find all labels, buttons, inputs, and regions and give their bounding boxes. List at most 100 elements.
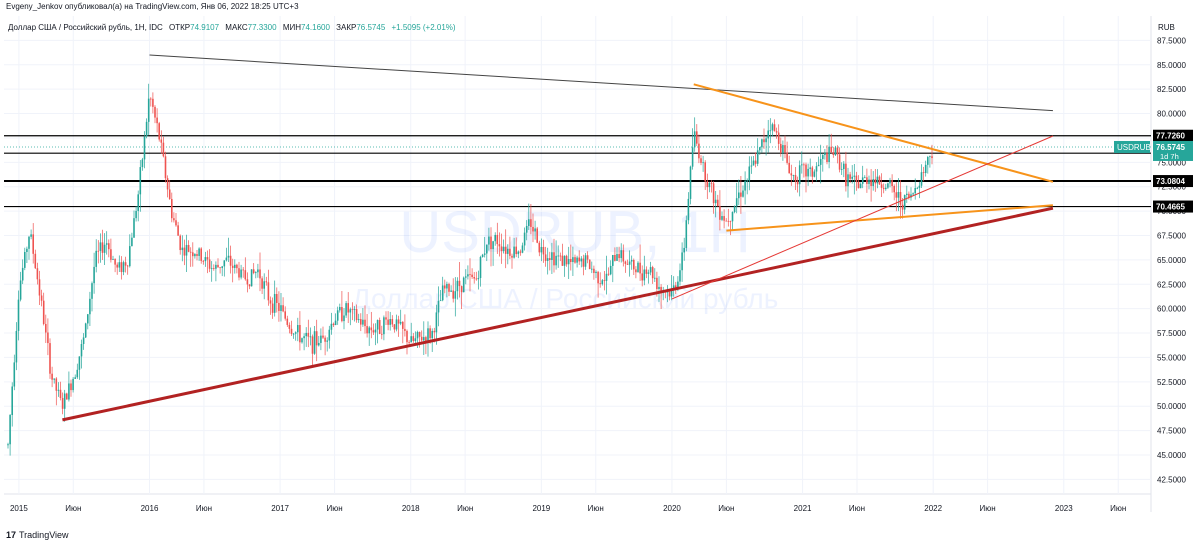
candle-body (880, 184, 883, 188)
candle-body (866, 177, 868, 185)
candle-body (786, 152, 788, 163)
candle-body (116, 264, 118, 268)
x-tick-label: 2019 (532, 504, 550, 513)
publisher-line: Evgeny_Jenkov опубликовал(а) на TradingV… (6, 2, 299, 11)
candle-body (187, 244, 190, 252)
candle-body (110, 249, 112, 260)
candle-body (145, 121, 148, 137)
candle-body (679, 270, 681, 282)
candle-body (853, 175, 856, 177)
candle-body (431, 330, 433, 339)
candle-body (876, 176, 879, 184)
candle-body (120, 262, 123, 273)
candle-body (918, 185, 921, 188)
candle-body (66, 393, 68, 400)
candle-body (204, 257, 207, 262)
candle-body (847, 174, 849, 187)
candle-body (746, 180, 748, 182)
candle-body (788, 162, 790, 174)
candle-body (622, 250, 625, 262)
candle-body (414, 338, 417, 342)
candle-body (481, 254, 484, 257)
tradingview-logo[interactable]: 17 TradingView (6, 530, 69, 540)
candle-body (677, 281, 679, 288)
y-tick-label: 50.0000 (1157, 402, 1186, 411)
ohlc-line: Доллар США / Российский рубль, 1H, IDC О… (8, 23, 456, 32)
candle-body (280, 305, 282, 311)
candle-body (649, 267, 652, 273)
candle-body (549, 258, 551, 261)
candle-body (238, 268, 240, 278)
y-tick-label: 85.0000 (1157, 61, 1186, 70)
y-tick-label: 65.0000 (1157, 256, 1186, 265)
candle-body (502, 246, 505, 252)
x-tick-label: Июн (980, 504, 996, 513)
candle-body (756, 150, 759, 164)
candle-body (612, 254, 614, 266)
candle-body (112, 258, 114, 260)
candle-body (99, 242, 102, 251)
candle-body (628, 261, 631, 265)
candle-body (19, 280, 22, 300)
watermark-symbol: USDRUB, 1H (399, 200, 750, 265)
candle-body (830, 146, 832, 153)
candle-body (843, 163, 845, 170)
candle-body (234, 264, 236, 268)
candle-body (754, 160, 757, 164)
x-tick-label: 2023 (1055, 504, 1073, 513)
candle-body (887, 183, 889, 188)
candle-body (34, 253, 37, 269)
tradingview-icon: 17 (6, 530, 17, 540)
x-tick-label: Июн (588, 504, 604, 513)
candle-body (546, 258, 549, 261)
candle-body (595, 271, 597, 273)
candle-body (318, 342, 320, 346)
candle-body (267, 282, 270, 301)
candle-body (271, 303, 274, 313)
candle-body (49, 343, 51, 374)
candle-body (885, 187, 887, 190)
candle-body (175, 220, 177, 226)
candle-body (397, 319, 400, 324)
candle-body (343, 315, 345, 322)
candle-body (826, 153, 828, 163)
price-axis[interactable]: 87.500085.000082.500080.000077.500075.00… (1157, 36, 1186, 484)
candle-body (383, 317, 385, 335)
time-axis[interactable]: 2015 Июн 2016 Июн 2017 Июн 2018 Июн 2019 Июн 2020 И… (10, 504, 1126, 513)
candle-body (486, 244, 488, 254)
candle-body (700, 158, 702, 163)
candle-body (129, 246, 131, 267)
trendline-upper-resistance (149, 54, 1053, 112)
candle-body (815, 166, 818, 172)
candle-body (561, 255, 564, 266)
candle-body (899, 191, 902, 205)
candle-body (215, 264, 217, 269)
candle-body (723, 216, 725, 221)
candle-body (57, 389, 60, 391)
candle-body (920, 172, 923, 186)
chart-header: Evgeny_Jenkov опубликовал(а) на TradingV… (0, 0, 1200, 14)
candle-body (429, 328, 431, 339)
candle-body (513, 246, 515, 258)
candle-body (744, 181, 746, 191)
candle-body (200, 248, 202, 261)
candle-body (607, 273, 610, 275)
candle-body (399, 321, 402, 324)
candle-body (425, 337, 427, 343)
candle-body (458, 280, 461, 287)
candle-body (40, 295, 43, 301)
candle-body (609, 265, 612, 275)
candle-body (370, 327, 373, 331)
candle-body (605, 273, 608, 281)
y-tick-label: 72.5000 (1157, 183, 1186, 192)
candle-body (576, 257, 578, 263)
candle-body (578, 257, 580, 262)
candle-body (836, 147, 839, 155)
candle-body (859, 183, 862, 189)
candle-body (511, 255, 513, 258)
candle-body (777, 132, 780, 144)
candle-body (490, 236, 492, 250)
candle-body (586, 255, 589, 260)
candle-body (656, 277, 658, 289)
